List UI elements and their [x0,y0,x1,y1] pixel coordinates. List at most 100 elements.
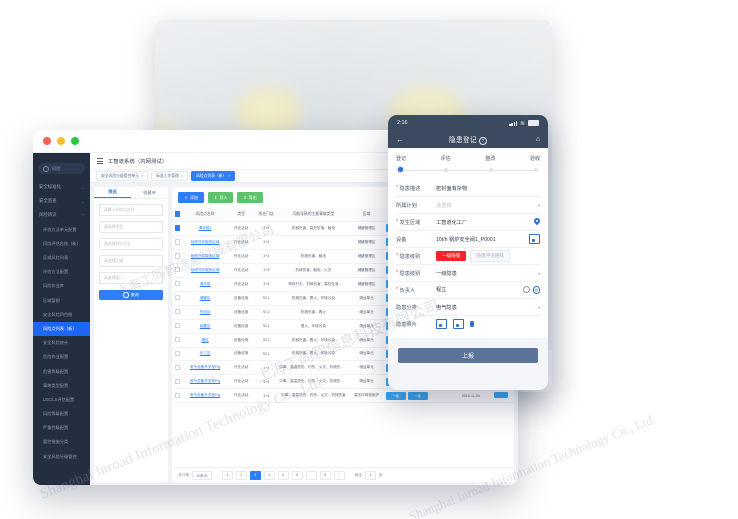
row-checkbox[interactable] [174,224,181,231]
hazard-matrix-button[interactable]: 隐患评估矩阵 [470,249,510,263]
tab-safety-risk-unit[interactable]: 安全风险分级管控单元 × [96,170,149,182]
step-dot-evaluate[interactable] [444,167,449,172]
cell-name[interactable]: 电气设备开关柜Ffg [183,388,228,404]
table-row[interactable]: 电气设备开关柜Ffg 作业活动 3+4 中毒、高温烫伤、灼伤、火灾、机械伤害 高压环网柜… [172,388,514,404]
sidebar-item-severity-config[interactable]: 严重性级配置 [33,421,90,435]
row-checkbox[interactable] [174,238,181,245]
cell-name[interactable]: 电气设备开关柜Ffg [183,374,228,390]
page-1[interactable]: 1 [221,470,233,480]
image-upload-icon[interactable] [436,319,447,329]
zoom-icon[interactable] [71,137,79,145]
row-checkbox[interactable] [174,364,181,371]
cell-name[interactable]: 检修开井取放区域 [183,249,228,264]
row-checkbox[interactable] [174,308,181,315]
row-checkbox[interactable] [174,350,181,357]
cell-name[interactable]: 清洗塔 [183,277,228,292]
sidebar-item-risk-operation-lib[interactable]: 风险作业库 [33,279,90,293]
import-button[interactable]: ↥ 导入 [208,192,234,204]
row-checkbox[interactable] [174,336,181,343]
jump-input[interactable]: 1 [364,470,376,480]
page-6[interactable]: 6 [291,470,303,480]
row-checkbox[interactable] [174,378,181,385]
row-checkbox[interactable] [174,294,181,301]
cell-name[interactable]: 化工区 [183,347,228,362]
sidebar-item-risk-level-config[interactable]: 风险等级配置 [33,407,90,421]
sidebar-item-eval-unit-config[interactable]: 评估方法单元配置 [33,223,90,237]
cell-name[interactable]: 检修开井取放区域 [183,235,228,250]
field-photos[interactable]: 隐患照片 [396,316,540,332]
field-owner[interactable]: * 负责人 程立 @ [396,282,540,299]
field-description[interactable]: * 隐患描述 密封面有杂物 [396,180,540,197]
sidebar-item-eval-method-config[interactable]: 评估方法配置 [33,265,90,279]
filter-name-input[interactable]: 请输入风险点名称 [99,204,163,216]
sidebar-item-lec-ls-config[interactable]: LEC/LS评估配置 [33,393,90,407]
step-dot-register[interactable] [398,167,404,173]
row-checkbox[interactable] [174,322,181,329]
page-2[interactable]: 2 [235,470,247,480]
home-icon[interactable]: ⌂ [535,136,540,143]
sidebar-item-accident-type-config[interactable]: 事故类型配置 [33,379,90,393]
filter-dept-select[interactable]: 请选择部门 [99,272,163,284]
sidebar-item-four-color-map[interactable]: 安全风险四色图 [33,308,90,322]
sidebar-item-control-measure-category[interactable]: 管控措施分类 [33,435,90,449]
page-5[interactable]: 5 [277,470,289,480]
menu-toggle-icon[interactable] [97,158,103,164]
sidebar-search-input[interactable]: 风险 [38,163,85,174]
field-area[interactable]: * 发生区域 工智道化工厂 [396,214,540,231]
help-icon[interactable]: ? [478,136,487,145]
cell-name[interactable]: 装置区 [183,319,228,334]
close-icon[interactable]: × [140,174,144,178]
close-icon[interactable] [43,137,51,145]
cell-name[interactable]: 罐区 [183,333,228,348]
cell-name[interactable]: 储罐区 [183,291,228,306]
minimize-icon[interactable] [57,137,65,145]
back-button[interactable]: ← [396,135,404,144]
row-checkbox[interactable] [174,392,181,399]
field-category[interactable]: 隐患分类 电气隐患 ▾ [396,299,540,316]
sidebar-item-hazardous-work-config[interactable]: 危险作业配置 [33,350,90,364]
camera-icon[interactable] [453,319,464,329]
sidebar-item-risk-point-list[interactable]: 风险点列表（新） [33,321,90,337]
sidebar-item-area-control[interactable]: 区域管制 [33,294,90,308]
search-button[interactable]: 查询 [99,290,163,300]
sidebar-item-graded-risk-control[interactable]: 安全风险分级管控 [33,450,90,464]
row-checkbox[interactable] [174,266,181,273]
tab-standard-work[interactable]: 标准工作管理 × [151,170,188,182]
submit-button[interactable]: 上报 [398,348,538,363]
close-icon[interactable]: × [228,174,231,178]
sidebar-item-standardization[interactable]: 安全标准化 ⌄ [33,180,90,194]
sidebar-item-risk-eval-ledger[interactable]: 风险评估台账（新） [33,237,90,251]
sidebar-item-safety-inspection[interactable]: 安全监查 ⌄ [33,194,90,208]
field-hazard-level-select[interactable]: * 隐患级别 一级隐患 ▾ [396,265,540,282]
location-pin-icon[interactable] [534,218,540,226]
cell-name[interactable]: 检修开井取放区域 [183,263,228,278]
page-3-current[interactable]: 3 [249,470,261,480]
field-hazard-level-tag[interactable]: * 隐患级别 一级隐患 隐患评估矩阵 [396,248,540,265]
cell-name[interactable]: 电气设备开关柜Ffg [183,360,228,376]
row-checkbox[interactable] [174,252,181,259]
scan-icon[interactable] [529,234,540,244]
field-equipment[interactable]: 设备 10t/h 锅炉安全阀1_P0001 [396,231,540,248]
sidebar-item-risk-identification[interactable]: 风险辨识 ⌃ [33,208,90,222]
tab-risk-point-list[interactable]: 风险点列表（新） × [190,170,236,182]
tab-favorites[interactable]: 收藏夹 [131,187,168,198]
add-button[interactable]: ＋ 添加 [178,192,204,204]
row-checkbox[interactable] [174,280,181,287]
checkbox-icon[interactable] [174,211,181,217]
filter-method-select[interactable]: 请选择辨识方法 ⌄ [99,238,163,250]
cell-name[interactable]: 清洗塔1 [183,221,228,236]
sidebar-item-risk-statistics[interactable]: 安全风险统计 [33,336,90,350]
field-plan[interactable]: 所属计划 请选择 ▾ [396,197,540,214]
person-add-icon[interactable]: @ [532,286,540,294]
sidebar-item-area-risk-list[interactable]: 区域风险列表 [33,251,90,265]
microphone-icon[interactable] [470,321,474,327]
hazard-level-tag[interactable]: 一级隐患 [436,250,467,262]
page-8[interactable]: 8 [319,470,331,480]
filter-area-select[interactable]: 请选择区域 ⌄ [99,255,163,267]
step-dot-accept[interactable] [533,167,538,172]
tab-filter[interactable]: 筛选 [94,187,131,198]
close-icon[interactable]: × [180,174,183,178]
gear-icon[interactable] [522,286,530,294]
row-action-button[interactable] [493,392,508,399]
next-page-button[interactable]: › [333,470,345,480]
